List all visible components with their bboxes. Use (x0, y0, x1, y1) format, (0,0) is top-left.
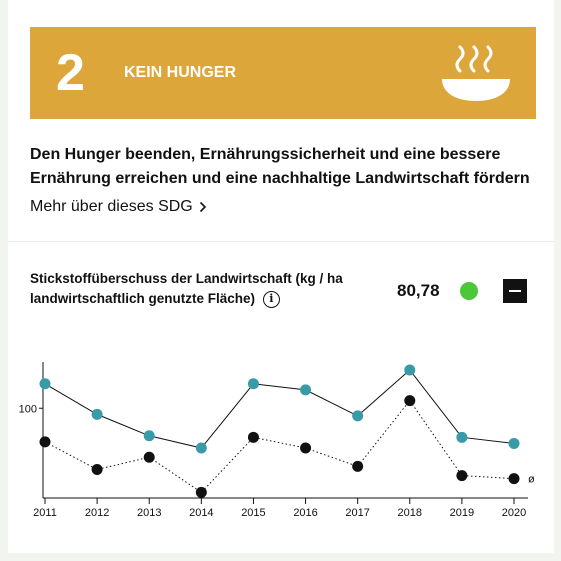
data-point (39, 378, 51, 390)
data-point (456, 431, 468, 443)
indicator-value: 80,78 (397, 281, 440, 300)
data-point (352, 460, 364, 472)
x-tick-label: 2018 (398, 507, 422, 519)
divider (8, 241, 554, 242)
y-tick-label: 100 (19, 403, 37, 415)
data-point (195, 442, 207, 454)
sdg-name: KEIN HUNGER (124, 64, 237, 81)
bowl-icon (442, 45, 510, 101)
chevron-right-icon (199, 201, 206, 213)
sdg-headline: Den Hunger beenden, Ernährungssicherheit… (30, 146, 530, 187)
data-point (456, 470, 468, 482)
collapse-button[interactable] (503, 279, 527, 303)
sdg-card: 2 KEIN HUNGER Den Hunger beenden, Ernähr… (8, 0, 554, 553)
data-point (39, 436, 51, 448)
x-tick-label: 2016 (293, 507, 317, 519)
sdg-number: 2 (56, 44, 85, 102)
average-label: ø (528, 474, 535, 486)
x-tick-label: 2013 (137, 507, 161, 519)
data-point (508, 437, 520, 449)
data-point (508, 473, 520, 485)
more-about-sdg-link[interactable]: Mehr über dieses SDG (30, 198, 207, 216)
data-point (143, 430, 155, 442)
data-point (247, 378, 259, 390)
indicator-title: Stickstoffüberschuss der Landwirtschaft … (30, 269, 350, 309)
indicator-chart: 100 2011 2012 2013 2014 2015 2016 2017 2018 2019 2… (19, 362, 535, 519)
x-tick-label: 2011 (33, 507, 57, 519)
series-line-2 (44, 399, 515, 494)
data-point (91, 463, 103, 475)
x-tick-label: 2019 (450, 507, 474, 519)
info-icon[interactable]: i (262, 290, 280, 308)
data-point (404, 395, 416, 407)
x-tick-label: 2017 (345, 507, 369, 519)
x-tick-label: 2020 (502, 507, 526, 519)
data-point (352, 410, 364, 422)
sdg-banner: 2 KEIN HUNGER (30, 27, 536, 119)
series-line-1 (44, 369, 515, 449)
data-point (247, 431, 259, 443)
minus-icon (509, 290, 521, 292)
x-tick-label: 2015 (241, 507, 265, 519)
data-point (143, 451, 155, 463)
data-point (404, 364, 416, 376)
data-point (195, 486, 207, 498)
data-point (91, 408, 103, 420)
more-link-label: Mehr über dieses SDG (30, 198, 193, 215)
data-point (300, 384, 312, 396)
x-tick-label: 2014 (189, 507, 213, 519)
status-dot (460, 282, 478, 300)
x-tick-label: 2012 (85, 507, 109, 519)
indicator-title-text: Stickstoffüberschuss der Landwirtschaft … (30, 271, 343, 306)
data-point (300, 442, 312, 454)
